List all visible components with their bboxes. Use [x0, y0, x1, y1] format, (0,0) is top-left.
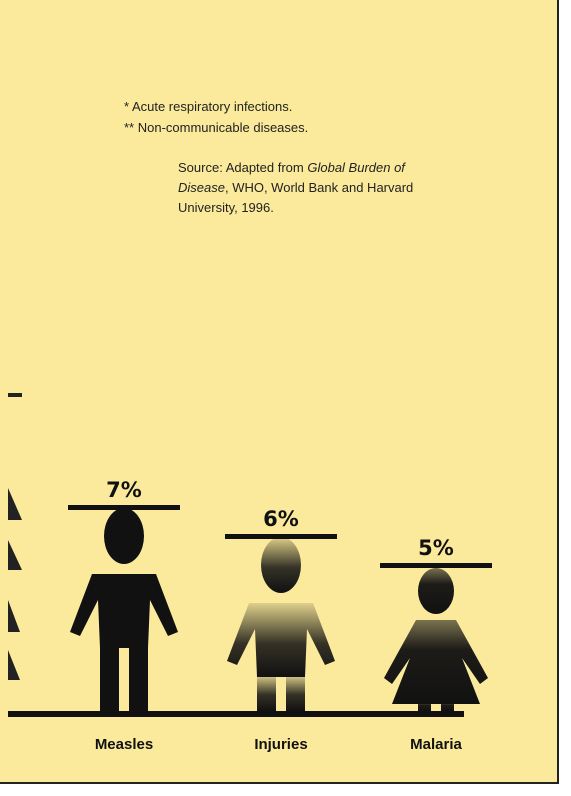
footnote-ari: * Acute respiratory infections. [124, 99, 293, 114]
figure-head [418, 568, 454, 614]
partial-figure-piece [8, 488, 22, 520]
partial-figure-piece [8, 650, 20, 680]
source-suffix: , WHO, World Bank and Harvard University… [178, 180, 414, 215]
figure-torso [70, 574, 178, 648]
value-label: 5% [418, 536, 454, 560]
value-bar [380, 563, 492, 568]
partial-figure-piece [8, 600, 20, 632]
footnote-ncd: ** Non-communicable diseases. [124, 120, 309, 135]
baseline [8, 711, 464, 717]
partial-figure-left [8, 393, 22, 680]
figure-leg [257, 675, 276, 711]
figure-leg [441, 702, 454, 711]
faded-male-figure-icon [227, 537, 335, 711]
value-label: 7% [106, 478, 142, 502]
category-label: Injuries [254, 736, 307, 753]
page: * Acute respiratory infections. ** Non-c… [0, 0, 559, 784]
female-figure-icon [384, 568, 488, 711]
partial-marker [8, 393, 22, 397]
source-title: Global Burden of Disease [178, 160, 405, 195]
figure-torso [227, 603, 335, 677]
category-label: Malaria [410, 736, 462, 753]
value-bar [68, 505, 180, 510]
figure-leg [100, 646, 119, 711]
figure-leg [418, 702, 431, 711]
figure-dress [384, 620, 488, 704]
partial-figure-piece [8, 540, 22, 570]
source-prefix: Source: Adapted from [178, 160, 308, 175]
source-note: Source: Adapted from Global Burden of Di… [178, 158, 428, 218]
figure-leg [129, 646, 148, 711]
figure-head [261, 537, 301, 593]
category-label: Measles [95, 736, 153, 753]
figure-leg [286, 675, 305, 711]
pictogram-chart: 7% Measles 6% Injuries 5% Malaria [8, 393, 492, 753]
value-bar [225, 534, 337, 539]
value-label: 6% [263, 507, 299, 531]
male-figure-icon [70, 508, 178, 711]
figure-head [104, 508, 144, 564]
